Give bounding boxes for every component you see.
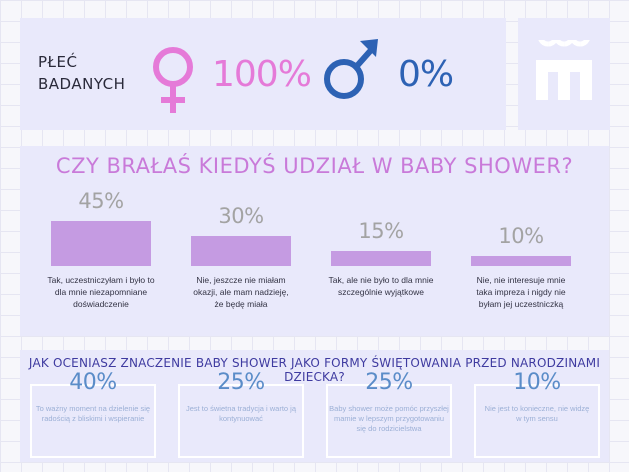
male-percent: 0%	[398, 54, 454, 95]
importance-box	[178, 384, 304, 458]
importance-panel: JAK OCENIASZ ZNACZENIE BABY SHOWER JAKO …	[20, 350, 609, 462]
bar-value-label: 15%	[358, 219, 404, 243]
importance-percent: 40%	[69, 370, 117, 395]
importance-percent: 25%	[217, 370, 265, 395]
logo-panel	[518, 18, 610, 130]
bar	[51, 221, 151, 266]
importance-percent: 10%	[513, 370, 561, 395]
importance-box	[474, 384, 600, 458]
bar	[191, 236, 291, 266]
importance-label: To ważny moment na dzielenie się radością…	[35, 404, 151, 423]
importance-label: Baby shower może pomóc przyszłej mamie w …	[329, 404, 449, 433]
importance-percent: 25%	[365, 370, 413, 395]
mars-icon	[324, 39, 378, 99]
bar-category-label: Tak, ale nie było to dla mnie szczególnie…	[328, 275, 434, 297]
bar-value-label: 30%	[218, 204, 264, 228]
baby-shower-chart-panel: CZY BRAŁAŚ KIEDYŚ UDZIAŁ W BABY SHOWER? …	[20, 146, 609, 336]
bar-category-label: Nie, jeszcze nie miałam okazji, ale mam n…	[193, 275, 289, 309]
importance-label: Jest to świetna tradycja i warto ją konty…	[185, 404, 297, 423]
bar-category-label: Nie, nie interesuje mnie taka impreza i n…	[476, 275, 566, 309]
venus-icon	[153, 47, 193, 113]
bar-value-label: 45%	[78, 189, 124, 213]
gender-label-line2: BADANYCH	[38, 75, 126, 93]
bar-value-label: 10%	[498, 224, 544, 248]
gender-label: PŁEĆ BADANYCH	[38, 51, 125, 95]
gender-panel: PŁEĆ BADANYCH 100% 0%	[20, 18, 506, 130]
female-percent: 100%	[212, 54, 312, 95]
importance-box	[326, 384, 452, 458]
bar	[471, 256, 571, 266]
importance-title: JAK OCENIASZ ZNACZENIE BABY SHOWER JAKO …	[28, 356, 601, 384]
chart-title: CZY BRAŁAŚ KIEDYŚ UDZIAŁ W BABY SHOWER?	[55, 154, 574, 178]
gender-label-line1: PŁEĆ	[38, 53, 78, 71]
bar	[331, 251, 431, 266]
importance-box	[30, 384, 156, 458]
importance-label: Nie jest to konieczne, nie widzę w tym se…	[484, 404, 590, 423]
logo-icon	[536, 40, 592, 100]
bar-category-label: Tak, uczestniczyłam i było to dla mnie ni…	[47, 275, 155, 309]
